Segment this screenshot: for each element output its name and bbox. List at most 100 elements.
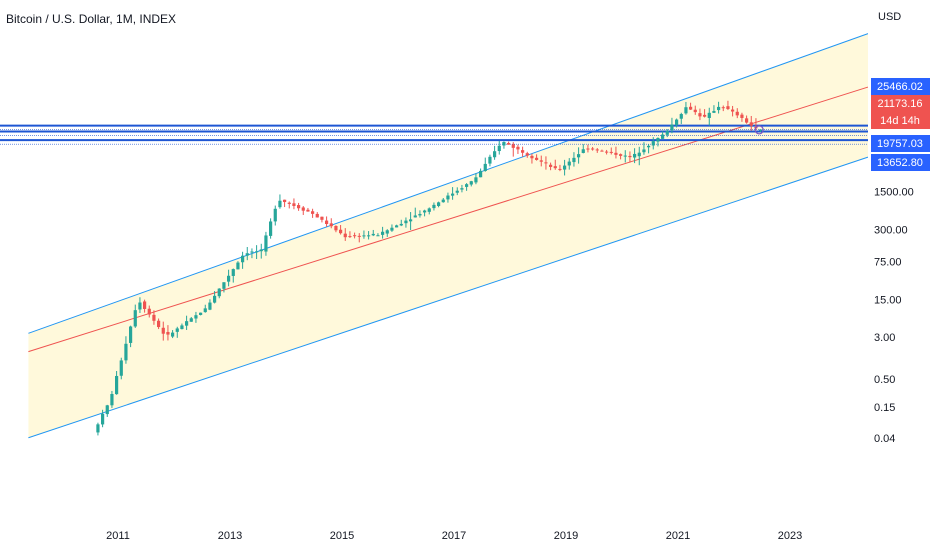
candle-body (269, 221, 273, 236)
candle-body (488, 156, 492, 164)
horizontal-lines-layer (0, 124, 868, 145)
x-tick-label: 2017 (442, 530, 466, 542)
candle-body (199, 312, 203, 315)
candle-body (469, 181, 473, 185)
candle-body (647, 145, 651, 148)
candle-body (222, 282, 226, 289)
candle-body (731, 109, 735, 112)
candle-body (661, 134, 665, 139)
candle-body (255, 251, 259, 253)
price-tag-box[interactable] (871, 95, 930, 112)
x-tick-label: 2015 (330, 530, 354, 542)
price-tag-label: 19757.03 (877, 138, 923, 150)
candle-body (563, 165, 567, 170)
candle-body (306, 209, 310, 212)
candle-body (157, 320, 161, 328)
candle-body (287, 202, 291, 204)
price-tag-label: 14d 14h (880, 115, 920, 127)
candle-body (707, 112, 711, 118)
candle-body (203, 308, 207, 313)
candle-body (119, 360, 123, 376)
candle-body (297, 205, 301, 209)
candle-body (115, 375, 119, 395)
candle-body (493, 151, 497, 158)
candle-body (367, 235, 371, 237)
x-tick-label: 2023 (778, 530, 802, 542)
candle-body (334, 225, 338, 231)
candle-body (483, 163, 487, 172)
candle-body (283, 199, 287, 203)
candle-body (446, 195, 450, 200)
y-tick-label: 3.00 (874, 332, 895, 344)
y-tick-label: 0.50 (874, 374, 895, 386)
candle-body (180, 325, 184, 330)
price-tag-box[interactable] (871, 78, 930, 95)
candle-body (348, 236, 352, 238)
candle-body (521, 150, 525, 153)
channel-lower-line[interactable] (28, 156, 869, 439)
candle-body (740, 114, 744, 118)
candle-body (675, 119, 679, 126)
candle-body (329, 223, 333, 227)
candle-body (623, 155, 627, 157)
y-tick-label: 0.15 (874, 402, 895, 414)
candle-body (292, 203, 296, 206)
price-tag-label: 21173.16 (877, 98, 922, 110)
candle-body (745, 118, 749, 123)
price-tag-box[interactable] (871, 135, 930, 152)
price-tag-box[interactable] (871, 154, 930, 171)
channel-layer (28, 0, 869, 439)
candle-body (614, 152, 618, 155)
candle-body (357, 235, 361, 237)
candle-body (670, 124, 674, 131)
price-tag-label: 13652.80 (877, 157, 923, 169)
candle-body (385, 230, 389, 234)
candle-body (101, 413, 105, 425)
candle-body (413, 215, 417, 218)
price-tag-box[interactable] (871, 112, 930, 129)
candle-body (343, 233, 347, 238)
last-price-marker (754, 125, 764, 135)
candle-body (404, 220, 408, 224)
candle-body (390, 227, 394, 231)
y-axis: USD150000.001500.00300.0075.0015.003.000… (868, 0, 932, 550)
candle-body (362, 235, 366, 237)
x-tick-label: 2021 (666, 530, 690, 542)
candle-body (693, 109, 697, 113)
candle-body (175, 328, 179, 332)
candle-body (250, 251, 254, 253)
candle-body (227, 275, 231, 282)
candle-body (511, 144, 515, 148)
candle-body (479, 170, 483, 178)
candle-body (311, 211, 315, 214)
x-axis: 2011 2013 2015 2017 2019 2021 2023 (106, 530, 802, 542)
candle-body (619, 154, 623, 156)
currency-label: USD (878, 11, 901, 23)
candle-body (208, 302, 212, 310)
candle-body (609, 151, 613, 153)
candle-body (110, 394, 114, 406)
candle-body (423, 210, 427, 213)
candle-body (138, 302, 142, 310)
y-tick-label: 1500.00 (874, 187, 914, 199)
y-tick-label: 0.04 (874, 433, 895, 445)
x-tick-label: 2019 (554, 530, 578, 542)
candle-body (264, 235, 268, 252)
price-tag-label: 25466.02 (877, 81, 923, 93)
candle-body (586, 148, 590, 150)
candle-body (684, 107, 688, 114)
channel-upper-line[interactable] (28, 33, 869, 334)
candle-body (171, 332, 175, 337)
candle-body (133, 310, 137, 327)
y-tick-label: 300.00 (874, 224, 908, 236)
candle-body (497, 145, 501, 152)
candle-body (507, 143, 511, 145)
y-tick-label: 15.00 (874, 294, 902, 306)
candle-body (633, 153, 637, 158)
candle-body (591, 148, 595, 150)
chart-title: Bitcoin / U.S. Dollar, 1M, INDEX (6, 12, 177, 26)
y-tick-label: 75.00 (874, 257, 902, 269)
candle-body (759, 129, 763, 131)
candle-body (698, 113, 702, 117)
